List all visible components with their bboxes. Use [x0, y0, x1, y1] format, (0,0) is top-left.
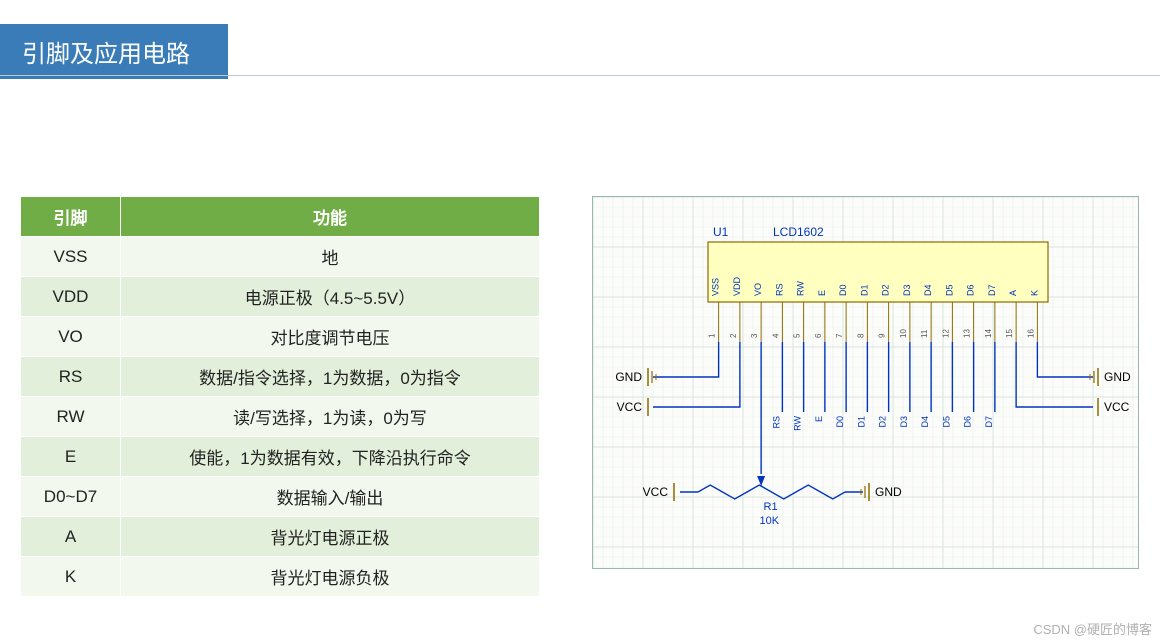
- svg-text:11: 11: [920, 329, 929, 338]
- cell-func: 对比度调节电压: [121, 317, 540, 357]
- table-row: D0~D7数据输入/输出: [21, 477, 540, 517]
- cell-pin: RS: [21, 357, 121, 397]
- svg-text:D4: D4: [920, 416, 930, 428]
- svg-text:E: E: [814, 416, 824, 422]
- svg-text:D4: D4: [923, 284, 933, 296]
- svg-text:14: 14: [984, 329, 993, 338]
- cell-pin: E: [21, 437, 121, 477]
- pin-table: 引脚 功能 VSS地VDD电源正极（4.5~5.5V）VO对比度调节电压RS数据…: [20, 196, 540, 597]
- table-row: RS数据/指令选择，1为数据，0为指令: [21, 357, 540, 397]
- svg-text:RW: RW: [796, 281, 806, 296]
- svg-text:3: 3: [750, 333, 759, 338]
- cell-pin: A: [21, 517, 121, 557]
- table-row: RW读/写选择，1为读，0为写: [21, 397, 540, 437]
- svg-text:RW: RW: [793, 416, 803, 431]
- th-pin: 引脚: [21, 197, 121, 237]
- svg-text:VCC: VCC: [1104, 400, 1130, 414]
- svg-text:D7: D7: [984, 416, 994, 428]
- table-row: E使能，1为数据有效，下降沿执行命令: [21, 437, 540, 477]
- svg-text:D3: D3: [899, 416, 909, 428]
- svg-text:D1: D1: [856, 416, 866, 428]
- table-row: VSS地: [21, 237, 540, 277]
- svg-text:D1: D1: [859, 284, 869, 296]
- svg-text:1: 1: [708, 333, 717, 338]
- table-row: K背光灯电源负极: [21, 557, 540, 597]
- svg-text:GND: GND: [615, 370, 642, 384]
- svg-text:RS: RS: [771, 416, 781, 429]
- cell-pin: K: [21, 557, 121, 597]
- page-title: 引脚及应用电路: [0, 24, 228, 79]
- svg-text:D3: D3: [902, 284, 912, 296]
- cell-func: 地: [121, 237, 540, 277]
- svg-text:8: 8: [856, 333, 865, 338]
- cell-func: 背光灯电源正极: [121, 517, 540, 557]
- cell-func: 背光灯电源负极: [121, 557, 540, 597]
- svg-text:D0: D0: [838, 284, 848, 296]
- svg-text:16: 16: [1026, 329, 1035, 338]
- svg-text:GND: GND: [875, 485, 902, 499]
- svg-text:VCC: VCC: [643, 485, 669, 499]
- svg-text:13: 13: [963, 329, 972, 338]
- th-func: 功能: [121, 197, 540, 237]
- table-row: A背光灯电源正极: [21, 517, 540, 557]
- cell-pin: VDD: [21, 277, 121, 317]
- svg-text:10: 10: [899, 329, 908, 338]
- schematic: U1 LCD1602 VSS 1 VDD 2 VO 3 RS 4 RW 5 E 6 D0 7 D1 8 D2 9 D3 1…: [592, 196, 1139, 569]
- svg-text:GND: GND: [1104, 370, 1131, 384]
- svg-text:VO: VO: [753, 283, 763, 296]
- svg-text:D5: D5: [941, 416, 951, 428]
- svg-text:12: 12: [941, 329, 950, 338]
- svg-text:LCD1602: LCD1602: [773, 225, 824, 239]
- cell-func: 电源正极（4.5~5.5V）: [121, 277, 540, 317]
- cell-func: 数据输入/输出: [121, 477, 540, 517]
- svg-text:15: 15: [1005, 329, 1014, 338]
- svg-text:D2: D2: [878, 416, 888, 428]
- svg-text:6: 6: [814, 333, 823, 338]
- title-underline: [0, 75, 1160, 76]
- svg-text:7: 7: [835, 333, 844, 338]
- svg-text:2: 2: [729, 333, 738, 338]
- svg-text:9: 9: [878, 333, 887, 338]
- svg-text:10K: 10K: [760, 515, 780, 527]
- svg-text:D7: D7: [987, 284, 997, 296]
- svg-text:VCC: VCC: [617, 400, 643, 414]
- svg-text:R1: R1: [764, 501, 778, 513]
- cell-func: 使能，1为数据有效，下降沿执行命令: [121, 437, 540, 477]
- svg-text:D5: D5: [944, 284, 954, 296]
- svg-text:U1: U1: [713, 225, 729, 239]
- svg-text:E: E: [817, 290, 827, 296]
- svg-text:5: 5: [793, 333, 802, 338]
- svg-text:D2: D2: [881, 284, 891, 296]
- table-row: VDD电源正极（4.5~5.5V）: [21, 277, 540, 317]
- svg-text:D6: D6: [963, 416, 973, 428]
- svg-text:VDD: VDD: [732, 276, 742, 296]
- svg-text:A: A: [1008, 290, 1018, 296]
- cell-func: 数据/指令选择，1为数据，0为指令: [121, 357, 540, 397]
- svg-text:RS: RS: [774, 283, 784, 296]
- svg-text:D6: D6: [966, 284, 976, 296]
- cell-pin: VSS: [21, 237, 121, 277]
- svg-text:4: 4: [771, 333, 780, 338]
- cell-pin: RW: [21, 397, 121, 437]
- watermark: CSDN @硬匠的博客: [1033, 619, 1152, 638]
- cell-pin: D0~D7: [21, 477, 121, 517]
- table-row: VO对比度调节电压: [21, 317, 540, 357]
- svg-text:K: K: [1029, 290, 1039, 296]
- cell-pin: VO: [21, 317, 121, 357]
- svg-text:VSS: VSS: [711, 278, 721, 296]
- svg-text:D0: D0: [835, 416, 845, 428]
- cell-func: 读/写选择，1为读，0为写: [121, 397, 540, 437]
